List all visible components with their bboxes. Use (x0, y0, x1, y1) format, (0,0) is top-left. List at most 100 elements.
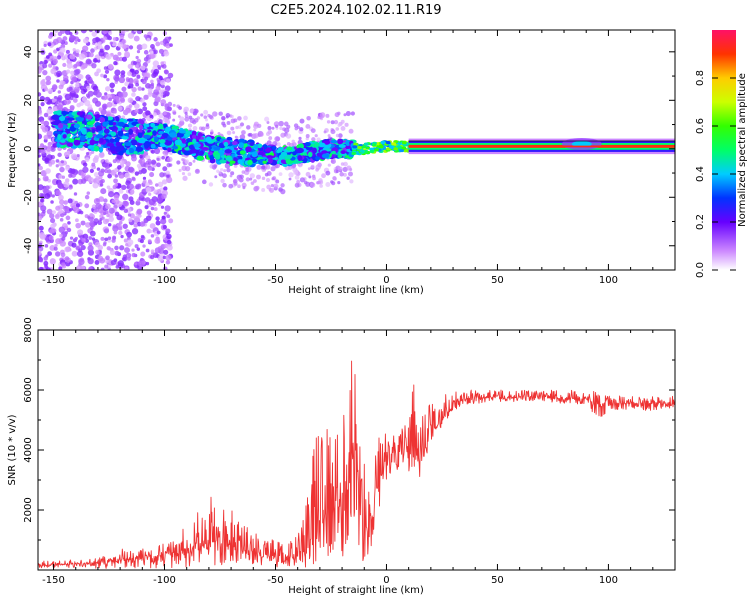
spectrogram-cell (153, 136, 159, 143)
spectrogram-cell (43, 43, 47, 47)
spectrogram-cell (103, 74, 108, 79)
spectrogram-cell (230, 118, 236, 124)
spectrogram-cell (70, 168, 76, 175)
spectrogram-cell (109, 138, 115, 143)
spectrogram-cell (108, 163, 113, 167)
spectrogram-cell (144, 123, 150, 128)
spectrogram-cell (66, 117, 75, 121)
spectrogram-cell (131, 228, 139, 235)
spectrogram-cell (299, 177, 305, 183)
spectrogram-cell (239, 134, 246, 140)
spectrogram-cell (58, 226, 66, 233)
spectrogram-cell (133, 78, 139, 84)
spectrogram-cell (49, 213, 55, 219)
spectrogram-cell (74, 82, 80, 88)
spectrogram-cell (121, 257, 126, 261)
spectrogram-cell (95, 249, 100, 255)
spectrogram-cell (136, 50, 141, 54)
spectrogram-cell (71, 76, 78, 83)
spectrogram-cell (162, 255, 167, 260)
spectrogram-cell (58, 266, 63, 270)
spectrogram-cell (121, 56, 128, 62)
spectrogram-cell (200, 113, 204, 117)
spectrogram-cell (212, 111, 218, 117)
spectrogram-cell (247, 159, 253, 166)
spectrogram-cell (158, 123, 164, 130)
spectrogram-cell (58, 194, 64, 201)
spectrogram-cell (72, 98, 78, 103)
spectrogram-cell (165, 254, 172, 261)
spectrogram-cell (168, 218, 174, 224)
spectrogram-cell (330, 180, 334, 184)
spectrogram-cell (266, 155, 274, 159)
spectrogram-cell (114, 183, 119, 187)
spectrogram-cell (330, 159, 334, 163)
spectrogram-cell (40, 50, 46, 55)
spectrogram-cell (380, 140, 386, 145)
spectrogram-cell (120, 174, 124, 179)
spectrogram-cell (133, 223, 138, 228)
spectrogram-cell (174, 139, 183, 146)
spectrogram-cell (99, 117, 106, 123)
spectrogram-cell (62, 134, 67, 139)
spectrogram-cell (145, 110, 151, 117)
spectrogram-cell (241, 170, 246, 174)
spectrogram-cell (56, 104, 63, 111)
spectrogram-cell (160, 84, 165, 89)
spectrogram-cell (267, 126, 272, 131)
spectrogram-cell (335, 133, 340, 138)
spectrogram-cell (131, 86, 137, 93)
spectrogram-cell (261, 165, 266, 170)
spectrogram-y-label: Frequency (Hz) (7, 112, 18, 188)
spectrogram-cell (305, 133, 310, 138)
spectrogram-cell (38, 184, 44, 191)
spectrogram-cell (56, 55, 62, 60)
spectrogram-cell (131, 252, 137, 258)
spectrogram-cell (192, 110, 198, 116)
spectrogram-cell (43, 134, 49, 140)
spectrogram-cell (95, 91, 102, 98)
spectrogram-cell (45, 75, 52, 82)
spectrogram-cell (315, 164, 321, 170)
colorbar-tick-label: 0.6 (695, 118, 706, 134)
spectrogram-cell (52, 66, 56, 70)
spectrogram-cell (149, 223, 156, 229)
spectrogram-cell (38, 133, 43, 140)
spectrogram-cell (183, 106, 189, 113)
spectrogram-cell (334, 112, 340, 118)
spectrogram-cell (166, 106, 172, 112)
spectrogram-cell (65, 166, 70, 171)
spectrogram-cell (126, 256, 131, 261)
spectrogram-cell (205, 136, 212, 143)
spectrogram-cell (55, 164, 59, 168)
spectrogram-cell (134, 171, 139, 176)
spectrogram-cell (163, 50, 170, 57)
spectrogram-cell (357, 146, 363, 150)
spectrogram-cell (100, 188, 107, 195)
x-tick-label: 100 (599, 275, 618, 286)
spectrogram-cell (63, 200, 68, 205)
spectrogram-cell (79, 210, 84, 215)
spectrogram-cell (112, 37, 117, 41)
spectrogram-cell (62, 36, 68, 41)
spectrogram-cell (299, 118, 305, 124)
spectrogram-cell (88, 30, 93, 33)
spectrogram-cell (76, 116, 84, 122)
spectrogram-cell (122, 223, 128, 229)
spectrogram-cell (228, 183, 234, 189)
spectrogram-cell (122, 200, 128, 206)
spectrogram-cell (216, 169, 220, 173)
spectrogram-cell (56, 142, 61, 148)
spectrogram-cell (76, 250, 84, 257)
spectrogram-cell (128, 128, 134, 135)
spectrogram-cell (139, 221, 146, 227)
spectrogram-cell (147, 192, 152, 196)
spectrogram-cell (298, 136, 302, 140)
spectrogram-cell (237, 184, 241, 189)
spectrogram-cell (144, 205, 149, 210)
spectrogram-cell (253, 179, 257, 183)
spectrogram-cell (77, 229, 84, 236)
spectrogram-cell (363, 142, 369, 146)
spectrogram-cell (163, 111, 167, 116)
spectrogram-cell (57, 123, 64, 129)
